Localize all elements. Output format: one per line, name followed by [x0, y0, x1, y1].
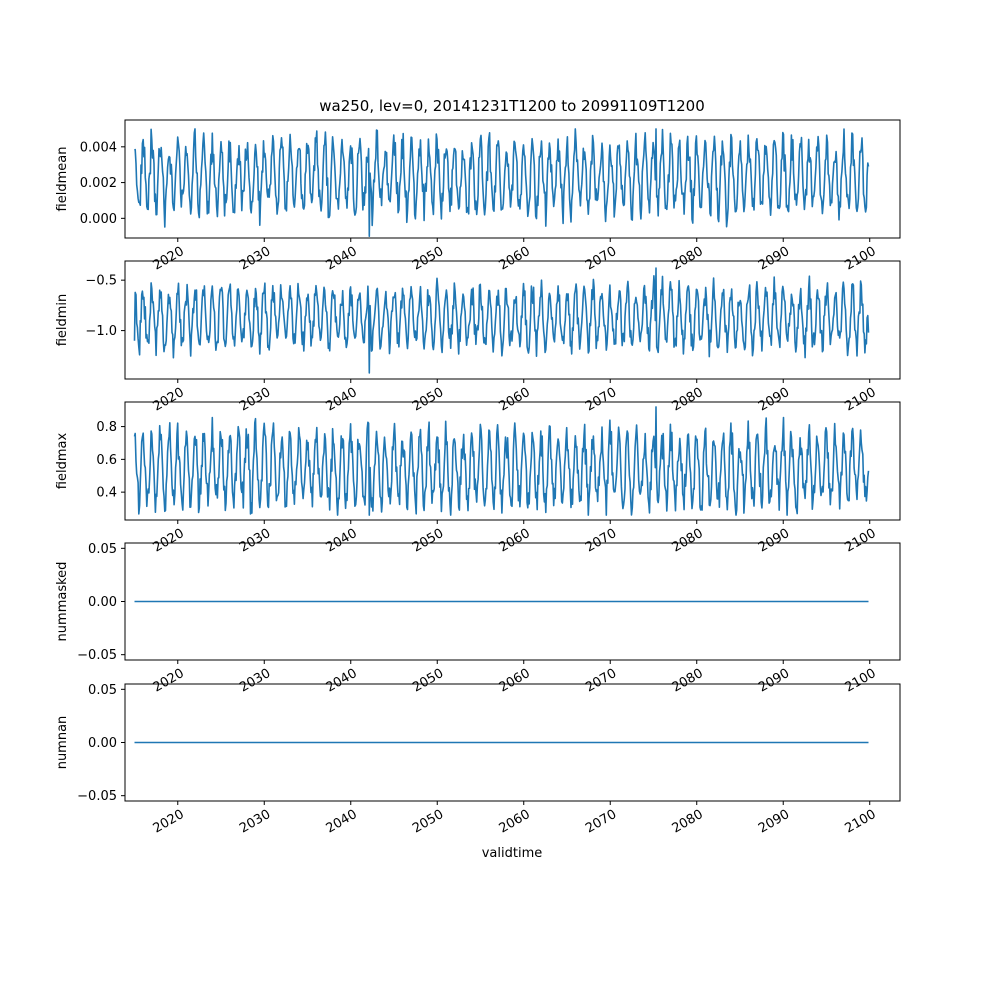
- y-axis-label-fieldmax: fieldmax: [55, 433, 70, 490]
- x-tick-label: 2060: [497, 526, 533, 556]
- x-tick-label: 2090: [756, 666, 792, 696]
- x-tick-label: 2060: [497, 244, 533, 274]
- x-tick-label: 2100: [843, 807, 879, 837]
- y-tick-label: 0.004: [80, 140, 117, 155]
- x-tick-label: 2040: [324, 526, 360, 556]
- x-tick-label: 2070: [583, 807, 619, 837]
- subplot-fieldmax: 0.4 0.6 0.8 2020 2030 2040 2050 2060 2070 2080 209…: [55, 401, 901, 556]
- axes-frame: [124, 401, 901, 521]
- y-tick-label: 0.00: [88, 595, 117, 610]
- x-tick-label: 2030: [237, 244, 273, 274]
- y-tick-label: 0.8: [96, 420, 117, 435]
- x-tick-label: 2060: [497, 807, 533, 837]
- x-tick-label: 2040: [324, 244, 360, 274]
- chart-title: wa250, lev=0, 20141231T1200 to 20991109T…: [319, 97, 705, 115]
- x-tick-label: 2100: [843, 526, 879, 556]
- subplot-stack: 0.000 0.002 0.004 2020 2030 2040 2050 2060 2070 2…: [55, 119, 901, 837]
- axes-frame: [124, 260, 901, 380]
- x-tick-label: 2050: [410, 244, 446, 274]
- x-tick-label: 2050: [410, 526, 446, 556]
- x-tick-label: 2030: [237, 807, 273, 837]
- x-tick-label: 2040: [324, 385, 360, 415]
- x-axis-label: validtime: [482, 846, 543, 861]
- x-tick-label: 2080: [670, 807, 706, 837]
- y-tick-label: −0.5: [85, 274, 117, 289]
- x-tick-label: 2030: [237, 666, 273, 696]
- y-axis-label-fieldmean: fieldmean: [55, 147, 70, 212]
- y-tick-label: 0.4: [96, 486, 117, 501]
- x-tick-label: 2050: [410, 807, 446, 837]
- y-tick-label: 0.00: [88, 736, 117, 751]
- axes-frame: [124, 119, 901, 239]
- y-tick-label: 0.000: [80, 212, 117, 227]
- y-tick-label: 0.05: [88, 683, 117, 698]
- x-tick-label: 2060: [497, 385, 533, 415]
- x-tick-label: 2020: [151, 526, 187, 556]
- series-line-fieldmax: [133, 406, 870, 516]
- subplot-fieldmin: −1.0 −0.5 2020 2030 2040 2050 2060 2070 2080 2090…: [55, 260, 901, 415]
- y-axis-label-numnan: numnan: [55, 716, 70, 770]
- x-tick-label: 2080: [670, 385, 706, 415]
- x-tick-label: 2020: [151, 385, 187, 415]
- x-tick-label: 2030: [237, 526, 273, 556]
- x-tick-label: 2090: [756, 244, 792, 274]
- x-tick-label: 2100: [843, 666, 879, 696]
- x-tick-label: 2020: [151, 244, 187, 274]
- x-tick-label: 2020: [151, 807, 187, 837]
- x-tick-label: 2040: [324, 666, 360, 696]
- x-tick-label: 2070: [583, 666, 619, 696]
- x-tick-label: 2080: [670, 666, 706, 696]
- y-tick-label: −0.05: [77, 789, 117, 804]
- y-tick-label: 0.05: [88, 542, 117, 557]
- subplot-numnan: −0.05 0.00 0.05 2020 2030 2040 2050 2060 2070 208…: [55, 683, 901, 837]
- x-tick-label: 2090: [756, 526, 792, 556]
- x-tick-label: 2090: [756, 385, 792, 415]
- y-tick-label: 0.002: [80, 176, 117, 191]
- x-tick-label: 2070: [583, 385, 619, 415]
- series-line-fieldmin: [133, 267, 870, 374]
- x-tick-label: 2070: [583, 244, 619, 274]
- x-tick-label: 2100: [843, 244, 879, 274]
- x-tick-label: 2030: [237, 385, 273, 415]
- subplot-nummasked: −0.05 0.00 0.05 2020 2030 2040 2050 2060 2070 208…: [55, 542, 901, 696]
- y-tick-label: −1.0: [85, 324, 117, 339]
- x-tick-label: 2040: [324, 807, 360, 837]
- y-tick-label: −0.05: [77, 648, 117, 663]
- series-line-fieldmean: [133, 128, 870, 237]
- x-tick-label: 2050: [410, 666, 446, 696]
- x-tick-label: 2060: [497, 666, 533, 696]
- x-tick-label: 2080: [670, 244, 706, 274]
- x-tick-label: 2100: [843, 385, 879, 415]
- subplot-fieldmean: 0.000 0.002 0.004 2020 2030 2040 2050 2060 2070 2…: [55, 119, 901, 274]
- y-axis-label-fieldmin: fieldmin: [55, 294, 70, 347]
- x-tick-label: 2080: [670, 526, 706, 556]
- x-tick-label: 2090: [756, 807, 792, 837]
- x-tick-label: 2070: [583, 526, 619, 556]
- x-tick-label: 2050: [410, 385, 446, 415]
- x-tick-label: 2020: [151, 666, 187, 696]
- y-tick-label: 0.6: [96, 453, 117, 468]
- y-axis-label-nummasked: nummasked: [55, 562, 70, 642]
